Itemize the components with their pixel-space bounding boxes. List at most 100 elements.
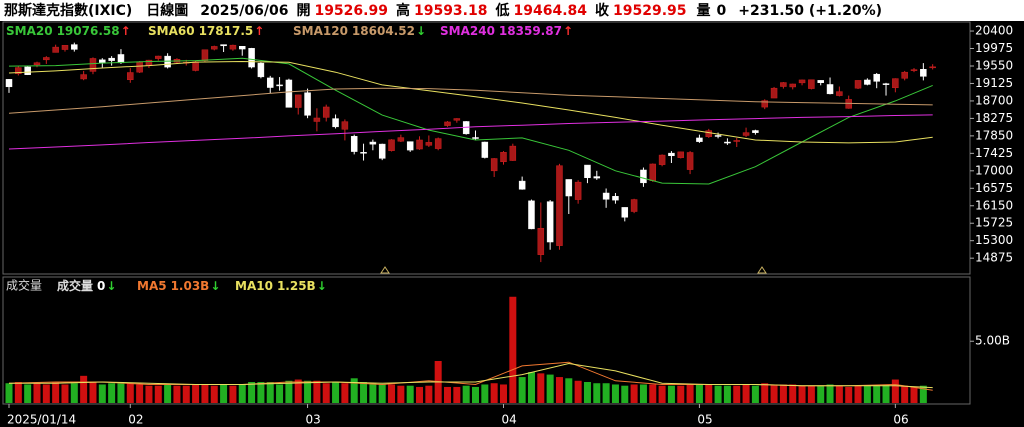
candle-body — [472, 137, 479, 139]
volume-label: 量 — [697, 3, 711, 19]
ma-line — [8, 57, 933, 185]
candle-body — [910, 69, 918, 71]
candle-body — [444, 121, 451, 126]
volume-bar — [42, 384, 50, 403]
candle-body — [155, 55, 162, 59]
candle-body — [518, 180, 526, 190]
volume-bar — [873, 385, 881, 403]
legend-name: SMA60 — [148, 24, 195, 38]
candle-body — [294, 94, 302, 108]
volume-bar — [332, 382, 340, 403]
volume-bar — [136, 384, 144, 403]
candle-body — [649, 163, 657, 181]
volume-bar — [285, 380, 293, 403]
volume-bar — [472, 386, 479, 403]
candle-body — [266, 77, 274, 88]
candle-body — [658, 154, 666, 165]
volume-bar — [751, 385, 759, 403]
legend-arrow: ↑ — [121, 24, 131, 38]
volume-bar — [574, 380, 582, 403]
candle-body — [61, 45, 69, 50]
volume-bar — [733, 385, 741, 403]
volume-bar — [397, 385, 405, 403]
volume-bar — [919, 385, 927, 403]
candle-body — [192, 61, 199, 71]
candle-body — [696, 137, 703, 142]
volume-bar — [304, 380, 312, 403]
y-tick-label: 14875 — [975, 251, 1013, 265]
volume-bar — [313, 380, 321, 403]
candle-body — [239, 46, 246, 50]
candle-body — [901, 71, 908, 79]
volume-bar — [677, 385, 685, 403]
volume-value: 0 — [717, 3, 727, 19]
candle-body — [873, 73, 880, 82]
candle-body — [686, 152, 694, 170]
candle-body — [285, 79, 293, 108]
candle-body — [304, 92, 311, 116]
candle-body — [416, 139, 423, 150]
volume-bar — [509, 296, 517, 403]
candle-body — [565, 179, 573, 197]
legend-arrow: ↑ — [563, 24, 573, 38]
volume-bar — [863, 385, 871, 403]
volume-bar — [154, 385, 162, 403]
volume-bar — [565, 378, 573, 403]
candle-body — [99, 59, 106, 63]
ma-line — [8, 60, 933, 144]
legend-value: 18359.87 — [499, 24, 562, 38]
volume-bar — [210, 385, 218, 403]
volume-bar — [164, 384, 172, 403]
volume-bar — [630, 384, 638, 403]
legend-value: 1.25B — [277, 279, 316, 293]
candle-body — [780, 82, 787, 87]
legend-item: 成交量 0↓ — [57, 278, 116, 293]
volume-bar — [173, 385, 181, 403]
volume-bar — [257, 382, 265, 403]
legend-arrow: ↓ — [317, 279, 327, 293]
volume-bar — [294, 379, 302, 403]
y-tick-label: 19975 — [975, 41, 1013, 55]
y-tick-label: 17425 — [975, 146, 1013, 160]
candle-body — [397, 137, 405, 142]
legend-item: MA5 1.03B↓ — [137, 279, 220, 293]
symbol-name: 那斯達克指數(IXIC) — [4, 2, 132, 19]
volume-bar — [882, 384, 890, 403]
candle-body — [80, 74, 87, 80]
candle-body — [15, 67, 22, 75]
candle-body — [453, 118, 461, 121]
volume-bar — [649, 384, 657, 403]
volume-bar — [611, 384, 619, 403]
legend-name: 成交量 — [57, 278, 93, 293]
candle-body — [733, 140, 740, 142]
candle-body — [537, 227, 545, 255]
candle-body — [313, 117, 321, 122]
legend-value: 0 — [97, 279, 105, 293]
volume-bar — [248, 382, 256, 403]
volume-bar — [499, 384, 507, 403]
y-tick-label: 20400 — [975, 24, 1013, 38]
volume-bar — [807, 385, 815, 403]
candle-body — [882, 83, 890, 85]
volume-bar — [89, 382, 97, 403]
candle-body — [341, 121, 349, 130]
candle-body — [481, 141, 489, 158]
volume-bar — [910, 386, 918, 403]
volume-bar — [425, 385, 433, 403]
candle-body — [574, 181, 582, 200]
volume-bar — [537, 373, 545, 403]
y-tick-label: 19550 — [975, 58, 1013, 72]
candle-body — [761, 100, 768, 108]
candle-body — [201, 49, 209, 61]
legend-item: SMA20 19076.58↑ — [6, 24, 131, 38]
volume-bar — [854, 385, 862, 403]
legend-name: SMA120 — [293, 24, 348, 38]
y-tick-label: 16575 — [975, 181, 1013, 195]
volume-bar — [80, 375, 88, 403]
candle-body — [43, 57, 50, 61]
low-value: 19464.84 — [513, 3, 587, 19]
candle-body — [742, 132, 750, 136]
legend-value: 18604.52 — [352, 24, 415, 38]
candle-body — [677, 151, 685, 158]
candle-body — [276, 84, 283, 87]
